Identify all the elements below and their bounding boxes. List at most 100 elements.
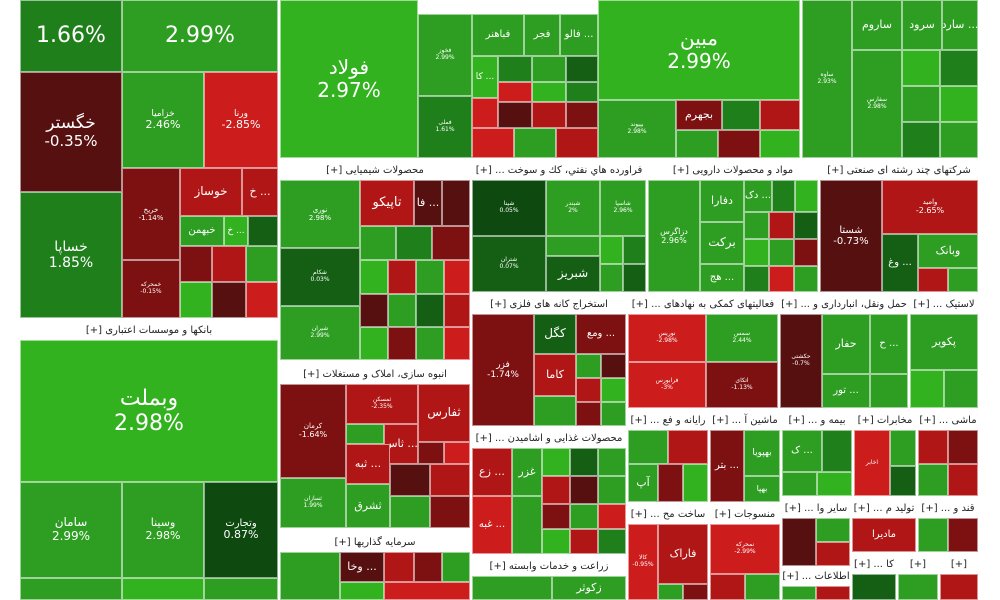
cell-minor[interactable] — [430, 496, 470, 528]
cell-vtejarat[interactable]: وتجارت 0.87% — [204, 482, 278, 578]
cell-minor[interactable] — [388, 327, 416, 360]
sector-header[interactable]: رایانه و فع ... [+] — [630, 415, 706, 426]
cell-khbahman[interactable]: خبهمن — [180, 216, 224, 246]
cell-tshargh[interactable]: ثشرق — [346, 484, 390, 528]
cell-saveh[interactable]: ساوه 2.93% — [802, 0, 852, 158]
cell-minor[interactable] — [570, 504, 598, 529]
cell-fahamr[interactable]: فباهنر — [472, 14, 524, 56]
cell-bvip[interactable]: بهپویا — [744, 430, 780, 476]
cell-khmehr[interactable]: خمحرکه -0.15% — [122, 260, 180, 318]
cell-tapiko[interactable]: تاپیکو — [360, 180, 414, 226]
cell-sms[interactable]: سمس 2.44% — [706, 314, 778, 362]
cell-minor[interactable] — [769, 266, 794, 292]
cell-minor[interactable] — [870, 374, 908, 408]
cell-takhr[interactable]: اخابر — [854, 430, 890, 496]
cell-nmoh[interactable]: نمحرکه -2.99% — [710, 524, 780, 574]
cell-minor[interactable] — [598, 476, 626, 504]
cell-minor[interactable] — [444, 260, 470, 294]
cell-minor[interactable] — [576, 378, 601, 402]
cell-atl[interactable]: اتکای -1.13% — [706, 362, 778, 408]
cell-minor[interactable] — [546, 236, 600, 256]
cell-minor[interactable] — [769, 239, 794, 266]
cell-minor[interactable] — [396, 226, 432, 260]
cell-minor[interactable] — [246, 246, 278, 282]
sector-header[interactable]: مخابرات [+] — [857, 415, 913, 426]
cell-minor[interactable] — [676, 130, 718, 158]
sector-header[interactable]: اطلاعات ... [+] — [782, 571, 850, 582]
cell-tmaskan[interactable]: ثمسکن -2.35% — [346, 384, 418, 424]
sector-header[interactable]: ساخت مح ... [+] — [630, 509, 706, 520]
cell-madira[interactable]: مادیرا — [852, 518, 916, 552]
sector-header[interactable]: ماشی ... [+] — [919, 415, 977, 426]
sector-header[interactable]: سرمایه گذاریها [+] — [334, 537, 416, 548]
cell-minor[interactable] — [601, 402, 626, 426]
cell-minor[interactable] — [600, 236, 623, 264]
cell-dk[interactable]: دک ... — [744, 180, 772, 212]
cell-dzagros[interactable]: دزاگرس 2.96% — [648, 180, 700, 292]
cell-sarud[interactable]: سرود — [902, 0, 942, 50]
cell-minor[interactable] — [948, 518, 978, 552]
cell-minor[interactable] — [498, 56, 532, 82]
sector-header[interactable]: زراعت و خدمات وابسته [+] — [489, 561, 609, 572]
cell-minor[interactable] — [910, 370, 944, 408]
sector-header[interactable]: لاستیک ... [+] — [913, 299, 975, 310]
cell-minor[interactable] — [388, 294, 416, 327]
cell-shbandar[interactable]: شبندر 2% — [546, 180, 600, 236]
cell-shtran[interactable]: شتران 0.07% — [472, 236, 546, 292]
cell-minor[interactable] — [683, 584, 708, 600]
cell-minor[interactable] — [122, 578, 204, 600]
cell-minor[interactable] — [514, 128, 556, 158]
cell-minor[interactable] — [658, 464, 683, 502]
cell-fazar[interactable]: فزر -1.74% — [472, 314, 534, 426]
cell-minor[interactable] — [542, 529, 570, 554]
cell-shekam[interactable]: شکام 0.03% — [280, 248, 360, 306]
cell-minor[interactable] — [918, 268, 948, 292]
cell-dfara[interactable]: دفارا — [700, 180, 744, 222]
cell-fkhuz[interactable]: فخوز 2.99% — [418, 14, 472, 96]
cell-kh2[interactable]: خ ... — [224, 216, 248, 246]
cell-minor[interactable] — [918, 518, 948, 552]
cell-minor[interactable] — [432, 226, 470, 260]
cell-minor[interactable] — [760, 100, 800, 130]
cell-minor[interactable] — [576, 402, 601, 426]
cell-minor[interactable] — [710, 574, 745, 600]
cell-falu[interactable]: فالو ... — [560, 14, 598, 56]
cell-kama[interactable]: کاما — [534, 354, 576, 396]
cell-minor[interactable] — [902, 122, 940, 158]
cell-ghbeh[interactable]: غبه ... — [472, 496, 512, 554]
cell-minor[interactable] — [744, 212, 769, 239]
cell-minor[interactable] — [416, 260, 444, 294]
cell-minor[interactable] — [628, 430, 668, 464]
cell-vsina[interactable]: وسینا 2.98% — [122, 482, 204, 578]
cell-fkar[interactable]: کالا -0.95% — [628, 524, 658, 600]
cell-khzamia[interactable]: خزامیا 2.46% — [122, 72, 204, 168]
cell-minor[interactable] — [418, 442, 444, 464]
cell-minor[interactable] — [623, 236, 646, 264]
cell-bjahrom[interactable]: بجهرم — [676, 100, 722, 130]
cell-fka[interactable]: کا ... — [472, 56, 498, 98]
cell-minor[interactable] — [948, 464, 978, 496]
sector-header[interactable]: محصولات شیمیایی [+] — [326, 165, 424, 176]
cell-minor[interactable] — [388, 260, 416, 294]
cell-minor[interactable] — [414, 552, 442, 582]
cell-minor[interactable] — [360, 327, 388, 360]
cell-minor[interactable] — [745, 574, 780, 600]
sector-header[interactable]: استخراج کانه های فلزی [+] — [490, 299, 608, 310]
sector-header[interactable]: منسوجات [+] — [714, 509, 776, 520]
cell-sfars[interactable]: سفارس 2.98% — [852, 50, 902, 158]
cell-kk[interactable]: ک ... — [782, 430, 822, 472]
sector-header[interactable]: مواد و محصولات دارویی [+] — [672, 165, 794, 176]
cell-bpiva[interactable]: بپیوند 2.98% — [598, 100, 676, 158]
cell-minor[interactable] — [280, 552, 340, 600]
cell-minor[interactable] — [782, 472, 817, 496]
cell-minor[interactable] — [566, 102, 598, 128]
cell-minor[interactable] — [498, 82, 532, 102]
cell-minor[interactable] — [390, 464, 430, 496]
cell-minor[interactable] — [390, 496, 430, 528]
cell-minor[interactable] — [940, 574, 978, 600]
cell-sard[interactable]: سارد ... — [942, 0, 978, 50]
cell-top-2[interactable]: 2.99% — [122, 0, 278, 72]
sector-header[interactable]: شرکتهای چند رشته ای صنعتی [+] — [827, 165, 971, 176]
cell-minor[interactable] — [852, 574, 896, 600]
cell-vbank[interactable]: وبانک — [918, 234, 978, 268]
